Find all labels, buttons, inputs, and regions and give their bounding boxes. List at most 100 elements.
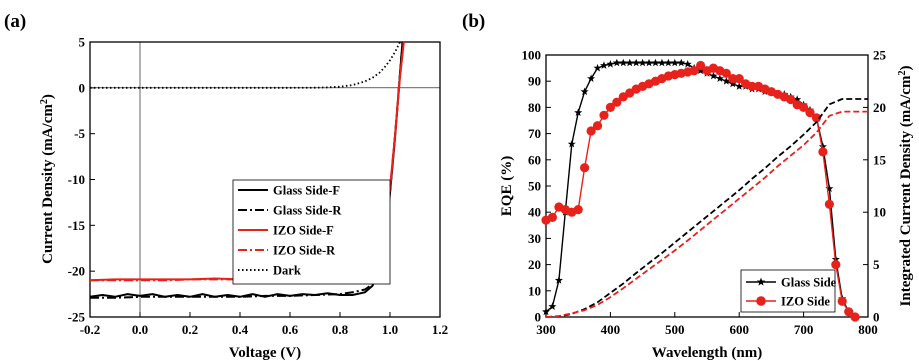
panel-b-ytick-label: 100 [522,48,542,63]
panel-b-star-point [793,95,802,103]
panel-b-y2label-end: ) [898,66,914,71]
panel-b-circle-point [799,102,809,112]
panel-b-star-point [625,58,634,67]
panel-b-circle-point [818,147,828,157]
panel-b-y2label-main: Integrated Current Density (mA/cm [898,75,914,306]
panel-b-star-point [709,71,718,80]
panel-b-star-point [587,74,596,82]
panel-b-star-point [696,66,705,75]
panel-b-circle-point [612,97,622,107]
panel-a-legend-label: Dark [273,264,301,278]
panel-b-star-point [818,142,827,151]
panel-a-ticks: -0.2 0.0 0.2 0.4 0.6 0.8 1.0 1.2 -25 -20 -15 -10 -5 0… [68,35,448,338]
panel-a-legend-label: IZO Side-R [273,244,336,258]
panel-b-star-point [722,77,731,85]
panel-b-ytick-label: 90 [528,74,541,89]
panel-a-legend: Glass Side-F Glass Side-R IZO Side-F IZO Si… [232,179,391,285]
panel-b-circle-point [811,113,822,123]
panel-b-xtick-label: 300 [536,322,556,337]
panel-b-circle-point [831,260,841,270]
panel-b-star-point [715,74,724,82]
panel-b-y2tick-label: 15 [873,152,887,167]
panel-a-ytick-label: -5 [74,126,85,141]
panel-b-star-point [645,58,653,67]
panel-a-ytick-label: -25 [68,310,86,325]
panel-b-star-point [612,58,621,67]
panel-b-circle-point [599,110,609,120]
panel-b-series-line [545,110,868,318]
panel-b-circle-point [728,74,738,84]
panel-b-circle-point [721,68,731,78]
panel-b-star-point [619,58,628,67]
panel-b-ytick-label: 0 [535,310,542,325]
panel-a-series-line [90,41,401,89]
panel-b-star-point [670,58,679,67]
panel-a: (a) -0.2 0.0 0.2 0.4 0.6 0.8 1.0 1.2 -25 -20 -15 -1… [4,11,448,361]
panel-b-y2tick-label: 5 [873,257,880,272]
panel-b-star-point [638,58,647,67]
panel-b-circle-point [747,81,757,91]
panel-b-legend-label: Glass Side [781,276,837,290]
panel-b-ytick-label: 20 [528,257,541,272]
panel-a-xtick-label: 1.2 [432,322,448,337]
panel-b-star-point [542,307,550,316]
panel-b-circle-point [734,74,744,84]
panel-b-circle-point [837,296,847,306]
panel-b-star-point [580,87,589,96]
panel-b-series [541,58,868,322]
panel-b-star-point [683,60,692,68]
panel-a-ytick-label: 5 [79,35,86,50]
panel-b-ytick-label: 60 [528,152,541,167]
panel-a-ylabel-sup: 2 [39,99,50,104]
panel-a-ylabel: Current Density (mA/cm2) [39,94,57,264]
panel-b-ticks: 300 400 500 600 700 8000102030405060708090100… [522,48,887,338]
panel-b-legend-circle-marker [756,296,766,306]
panel-a-xtick-label: 0.8 [332,322,349,337]
panel-b-circle-point [850,312,860,322]
panel-a-xtick-label: 0.2 [182,322,198,337]
panel-a-legend-label: IZO Side-F [273,224,334,238]
panel-b-xtick-label: 700 [794,322,814,337]
panel-b-star-point [554,276,563,284]
panel-a-legend-label: Glass Side-R [273,204,342,218]
panel-b-circle-point [573,205,583,215]
panel-b-xtick-label: 500 [665,322,685,337]
panel-b-ytick-label: 50 [528,179,541,194]
panel-b-y2tick-label: 25 [873,48,887,63]
panel-b-xtick-label: 400 [601,322,621,337]
panel-b-y2tick-label: 20 [873,100,886,115]
panel-a-xtick-label: 0.4 [232,322,249,337]
panel-b-circle-point [689,66,699,76]
panel-b-legend-box [740,269,836,313]
panel-b-ytick-label: 30 [528,231,541,246]
panel-b-star-point [735,82,744,90]
panel-b-ytick-label: 70 [528,126,541,141]
panel-b-y2label: Integrated Current Density (mA/cm2) [897,66,915,307]
panel-a-xtick-label: 0.6 [282,322,299,337]
panel-b-ytick-label: 80 [528,100,541,115]
panel-b-circle-point [824,199,835,209]
panel-b-circle-point [844,307,854,317]
panel-b-y2tick-label: 10 [873,205,886,220]
panel-b-y2label-sup: 2 [897,71,908,76]
panel-b-circle-point [696,60,706,71]
panel-b-xtick-label: 600 [729,322,749,337]
panel-a-ylabel-main: Current Density (mA/cm [40,104,56,264]
panel-a-xtick-label: 1.0 [382,322,398,337]
panel-b-legend-star-marker [756,277,766,286]
panel-b-star-point [606,60,615,68]
panel-a-ytick-label: -10 [68,172,85,187]
panel-b: (b) 300 400 500 600 700 800010203040506070809… [462,11,914,361]
panel-b-xtick-label: 800 [858,322,878,337]
panel-a-ytick-label: 0 [79,80,86,95]
panel-b-star-point [825,184,834,192]
panel-a-legend-box [232,179,391,285]
panel-b-label: (b) [462,11,485,32]
panel-a-ytick-label: -15 [68,218,86,233]
panel-a-xlabel: Voltage (V) [229,345,301,361]
panel-b-star-point [728,79,737,88]
panel-a-ylabel-end: ) [40,94,56,99]
panel-b-star-point [567,139,576,148]
panel-b-circle-point [805,108,815,118]
